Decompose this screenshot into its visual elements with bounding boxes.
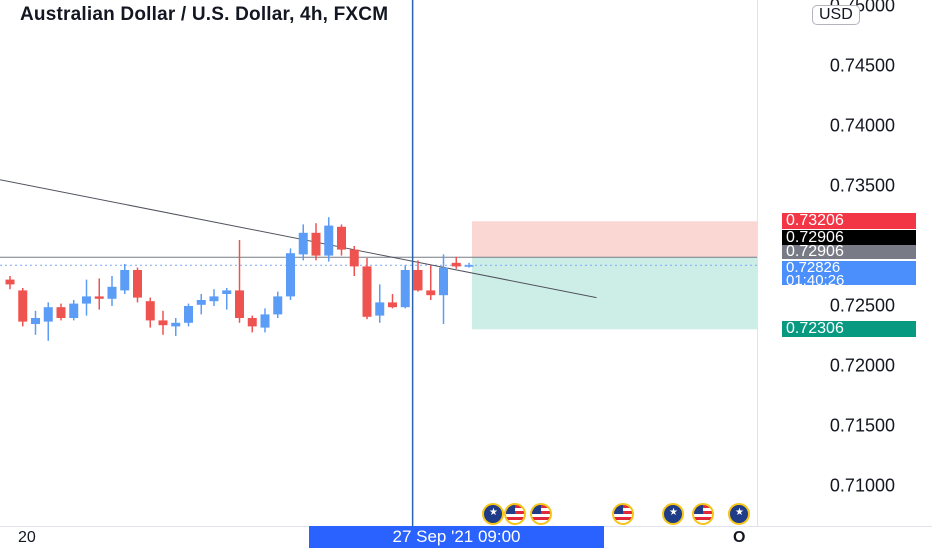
candle-body — [171, 322, 181, 327]
candle-body — [375, 302, 385, 316]
crosshair-time-label: 27 Sep '21 09:00 — [309, 526, 604, 548]
candle-body — [31, 318, 40, 324]
candle-body — [107, 286, 117, 299]
price-tick-label: 0.73500 — [829, 175, 895, 196]
australia-flag-icon[interactable] — [482, 503, 504, 525]
candle-body — [311, 232, 321, 256]
candle-body — [439, 267, 448, 296]
candle-body — [145, 301, 155, 321]
candle-body — [43, 307, 53, 322]
profit-zone — [472, 221, 757, 258]
australia-flag-icon[interactable] — [728, 503, 750, 525]
candle-body — [400, 270, 410, 308]
price-tick-label: 0.72000 — [829, 355, 895, 376]
candle-body — [413, 270, 423, 291]
candle-body — [298, 232, 308, 255]
currency-button[interactable]: USD — [812, 5, 860, 25]
australia-flag-icon[interactable] — [662, 503, 684, 525]
candle-body — [349, 249, 359, 267]
candle-body — [362, 266, 372, 317]
line-price-tag: 0.72906 — [782, 244, 916, 260]
price-tick-label: 0.71000 — [829, 475, 895, 496]
candle-body — [196, 300, 206, 305]
price-tick-label: 0.71500 — [829, 415, 895, 436]
candle-body — [388, 302, 397, 308]
us-flag-icon[interactable] — [530, 503, 552, 525]
candle-body — [464, 265, 474, 267]
last-price-tag: 0.72826 01:40:26 — [782, 259, 916, 289]
stop-zone — [472, 257, 757, 330]
stop-loss-tag: 0.72306 — [782, 321, 916, 337]
candle-body — [337, 226, 346, 250]
candle-body — [133, 270, 142, 298]
candle-body — [184, 306, 193, 323]
us-flag-icon[interactable] — [692, 503, 714, 525]
time-label: 20 — [18, 529, 36, 546]
last-price-value: 0.72826 — [786, 259, 841, 276]
us-flag-icon[interactable] — [612, 503, 634, 525]
take-profit-tag: 0.73206 — [782, 213, 916, 229]
candle-body — [222, 290, 232, 294]
candle-body — [260, 314, 270, 328]
bar-countdown: 01:40:26 — [786, 272, 845, 289]
candle-body — [82, 296, 91, 304]
candle-body — [451, 262, 461, 267]
candle-body — [18, 290, 28, 322]
price-tick-label: 0.74500 — [829, 55, 895, 76]
candle-body — [56, 307, 66, 318]
candle-body — [235, 290, 244, 318]
entry-price-tag: 0.72906 — [782, 230, 916, 246]
candle-body — [209, 296, 219, 302]
candle-body — [273, 296, 283, 315]
candle-body — [158, 320, 168, 326]
candle-body — [247, 318, 257, 327]
candle-body — [120, 270, 130, 291]
us-flag-icon[interactable] — [504, 503, 526, 525]
chart-pane[interactable] — [0, 0, 757, 526]
trend-line — [0, 179, 597, 299]
symbol-title: Australian Dollar / U.S. Dollar, 4h, FXC… — [20, 4, 389, 25]
price-tick-label: 0.74000 — [829, 115, 895, 136]
candle-body — [69, 303, 79, 318]
candle-body — [324, 225, 334, 256]
price-tick-label: 0.72500 — [829, 295, 895, 316]
candle-body — [94, 296, 104, 299]
candle-body — [286, 253, 295, 297]
candle-body — [426, 290, 436, 296]
candle-body — [5, 279, 15, 285]
time-label-right: O — [733, 529, 746, 546]
